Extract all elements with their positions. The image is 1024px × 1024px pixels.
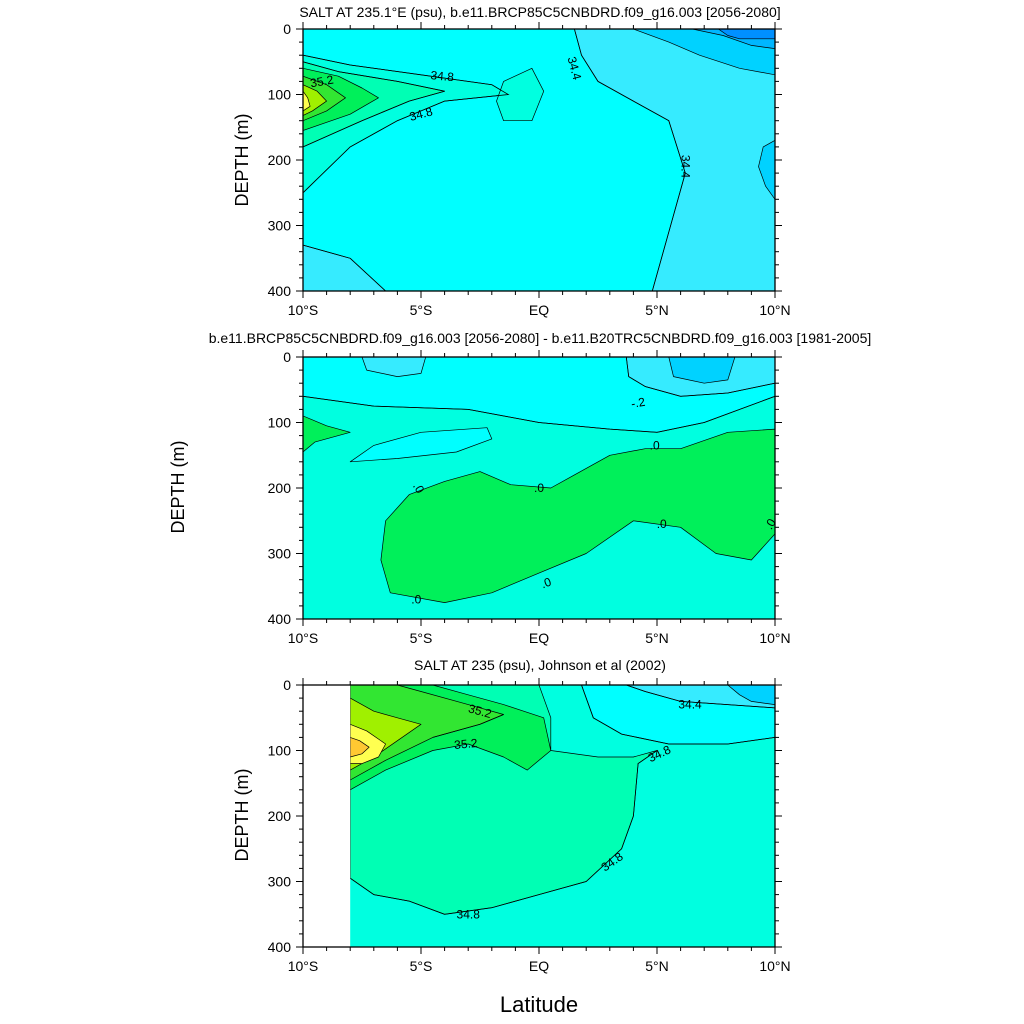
contour-region — [718, 29, 775, 40]
panel-title: b.e11.BRCP85C5CNBDRD.f09_g16.003 [2056-2… — [209, 330, 872, 346]
missing-data-area — [303, 685, 351, 947]
panel-middle: b.e11.BRCP85C5CNBDRD.f09_g16.003 [2056-2… — [168, 330, 871, 646]
y-tick-label: 200 — [268, 808, 292, 824]
y-axis-label: DEPTH (m) — [232, 769, 252, 862]
contour-label: 34.4 — [678, 155, 692, 179]
contour-label: .0 — [762, 516, 779, 532]
contour-label: 34.8 — [430, 68, 455, 84]
y-tick-label: 200 — [268, 480, 292, 496]
contour-region — [758, 139, 775, 200]
contour-region — [303, 84, 327, 116]
contour-label: .0 — [411, 592, 421, 606]
x-tick-label: 5°N — [645, 302, 669, 318]
contour-line — [303, 54, 510, 194]
contour-line — [349, 750, 658, 915]
contour-region — [349, 427, 493, 463]
contour-line — [625, 357, 775, 397]
x-tick-label: 5°S — [410, 958, 433, 974]
contour-region — [668, 357, 736, 384]
contour-line — [626, 685, 775, 709]
x-tick-label: 10°N — [759, 630, 790, 646]
y-tick-label: 400 — [268, 939, 292, 955]
y-tick-label: 300 — [268, 546, 292, 562]
y-tick-label: 0 — [283, 21, 291, 37]
contour-region — [303, 415, 351, 453]
contour-label: 34.4 — [678, 698, 702, 712]
x-tick-label: EQ — [529, 958, 549, 974]
plot-area: 35.235.234.434.834.834.8 — [303, 685, 775, 947]
panel-title: SALT AT 235 (psu), Johnson et al (2002) — [414, 657, 666, 673]
x-tick-label: 10°S — [288, 630, 319, 646]
contour-label: .0 — [650, 438, 660, 452]
plot-area: -.2.0.0.0.0.0.0.0 — [303, 357, 779, 619]
panel-top: SALT AT 235.1°E (psu), b.e11.BRCP85C5CNB… — [232, 4, 791, 318]
contour-label: 35.2 — [309, 72, 335, 90]
contour-label: .0 — [539, 575, 553, 592]
contour-line — [581, 685, 775, 745]
y-tick-label: 400 — [268, 611, 292, 627]
y-axis-label: DEPTH (m) — [168, 441, 188, 534]
x-axis-label: Latitude — [500, 992, 578, 1017]
y-tick-label: 100 — [268, 87, 292, 103]
contour-region — [496, 67, 545, 122]
contour-line — [574, 29, 686, 291]
x-tick-label: EQ — [529, 302, 549, 318]
y-tick-label: 300 — [268, 218, 292, 234]
contour-line — [303, 244, 386, 291]
contour-line — [303, 61, 445, 148]
contour-label: 34.4 — [565, 55, 585, 81]
y-tick-label: 0 — [283, 677, 291, 693]
x-tick-label: 5°S — [410, 302, 433, 318]
y-axis-label: DEPTH (m) — [232, 114, 252, 207]
contour-label: .0 — [534, 481, 544, 495]
contour-region — [303, 90, 311, 112]
y-tick-label: 100 — [268, 743, 292, 759]
panel-title: SALT AT 235.1°E (psu), b.e11.BRCP85C5CNB… — [299, 4, 780, 20]
contour-label: 35.2 — [454, 736, 479, 752]
x-tick-label: 10°S — [288, 302, 319, 318]
x-tick-label: 5°N — [645, 630, 669, 646]
x-tick-label: 5°N — [645, 958, 669, 974]
contour-line — [303, 395, 775, 433]
x-tick-label: 10°N — [759, 302, 790, 318]
contour-line — [432, 714, 504, 738]
plot-area: 35.2 34.8 34.8 34.4 34.4 — [303, 29, 775, 291]
contour-label: -.2 — [630, 395, 647, 411]
panel-bottom: SALT AT 235 (psu), Johnson et al (2002) … — [232, 657, 791, 974]
x-tick-label: 5°S — [410, 630, 433, 646]
contour-label: 34.8 — [408, 104, 434, 124]
contour-region — [727, 685, 775, 705]
x-tick-label: 10°S — [288, 958, 319, 974]
x-tick-label: EQ — [529, 630, 549, 646]
contour-region — [380, 428, 775, 603]
contour-region — [361, 357, 427, 377]
x-tick-label: 10°N — [759, 958, 790, 974]
y-tick-label: 300 — [268, 874, 292, 890]
contour-label: 34.8 — [457, 907, 481, 921]
y-tick-label: 100 — [268, 415, 292, 431]
y-tick-label: 400 — [268, 283, 292, 299]
contour-label: 35.2 — [467, 701, 493, 721]
contour-label: .0 — [657, 517, 667, 531]
y-tick-label: 0 — [283, 349, 291, 365]
y-tick-label: 200 — [268, 152, 292, 168]
